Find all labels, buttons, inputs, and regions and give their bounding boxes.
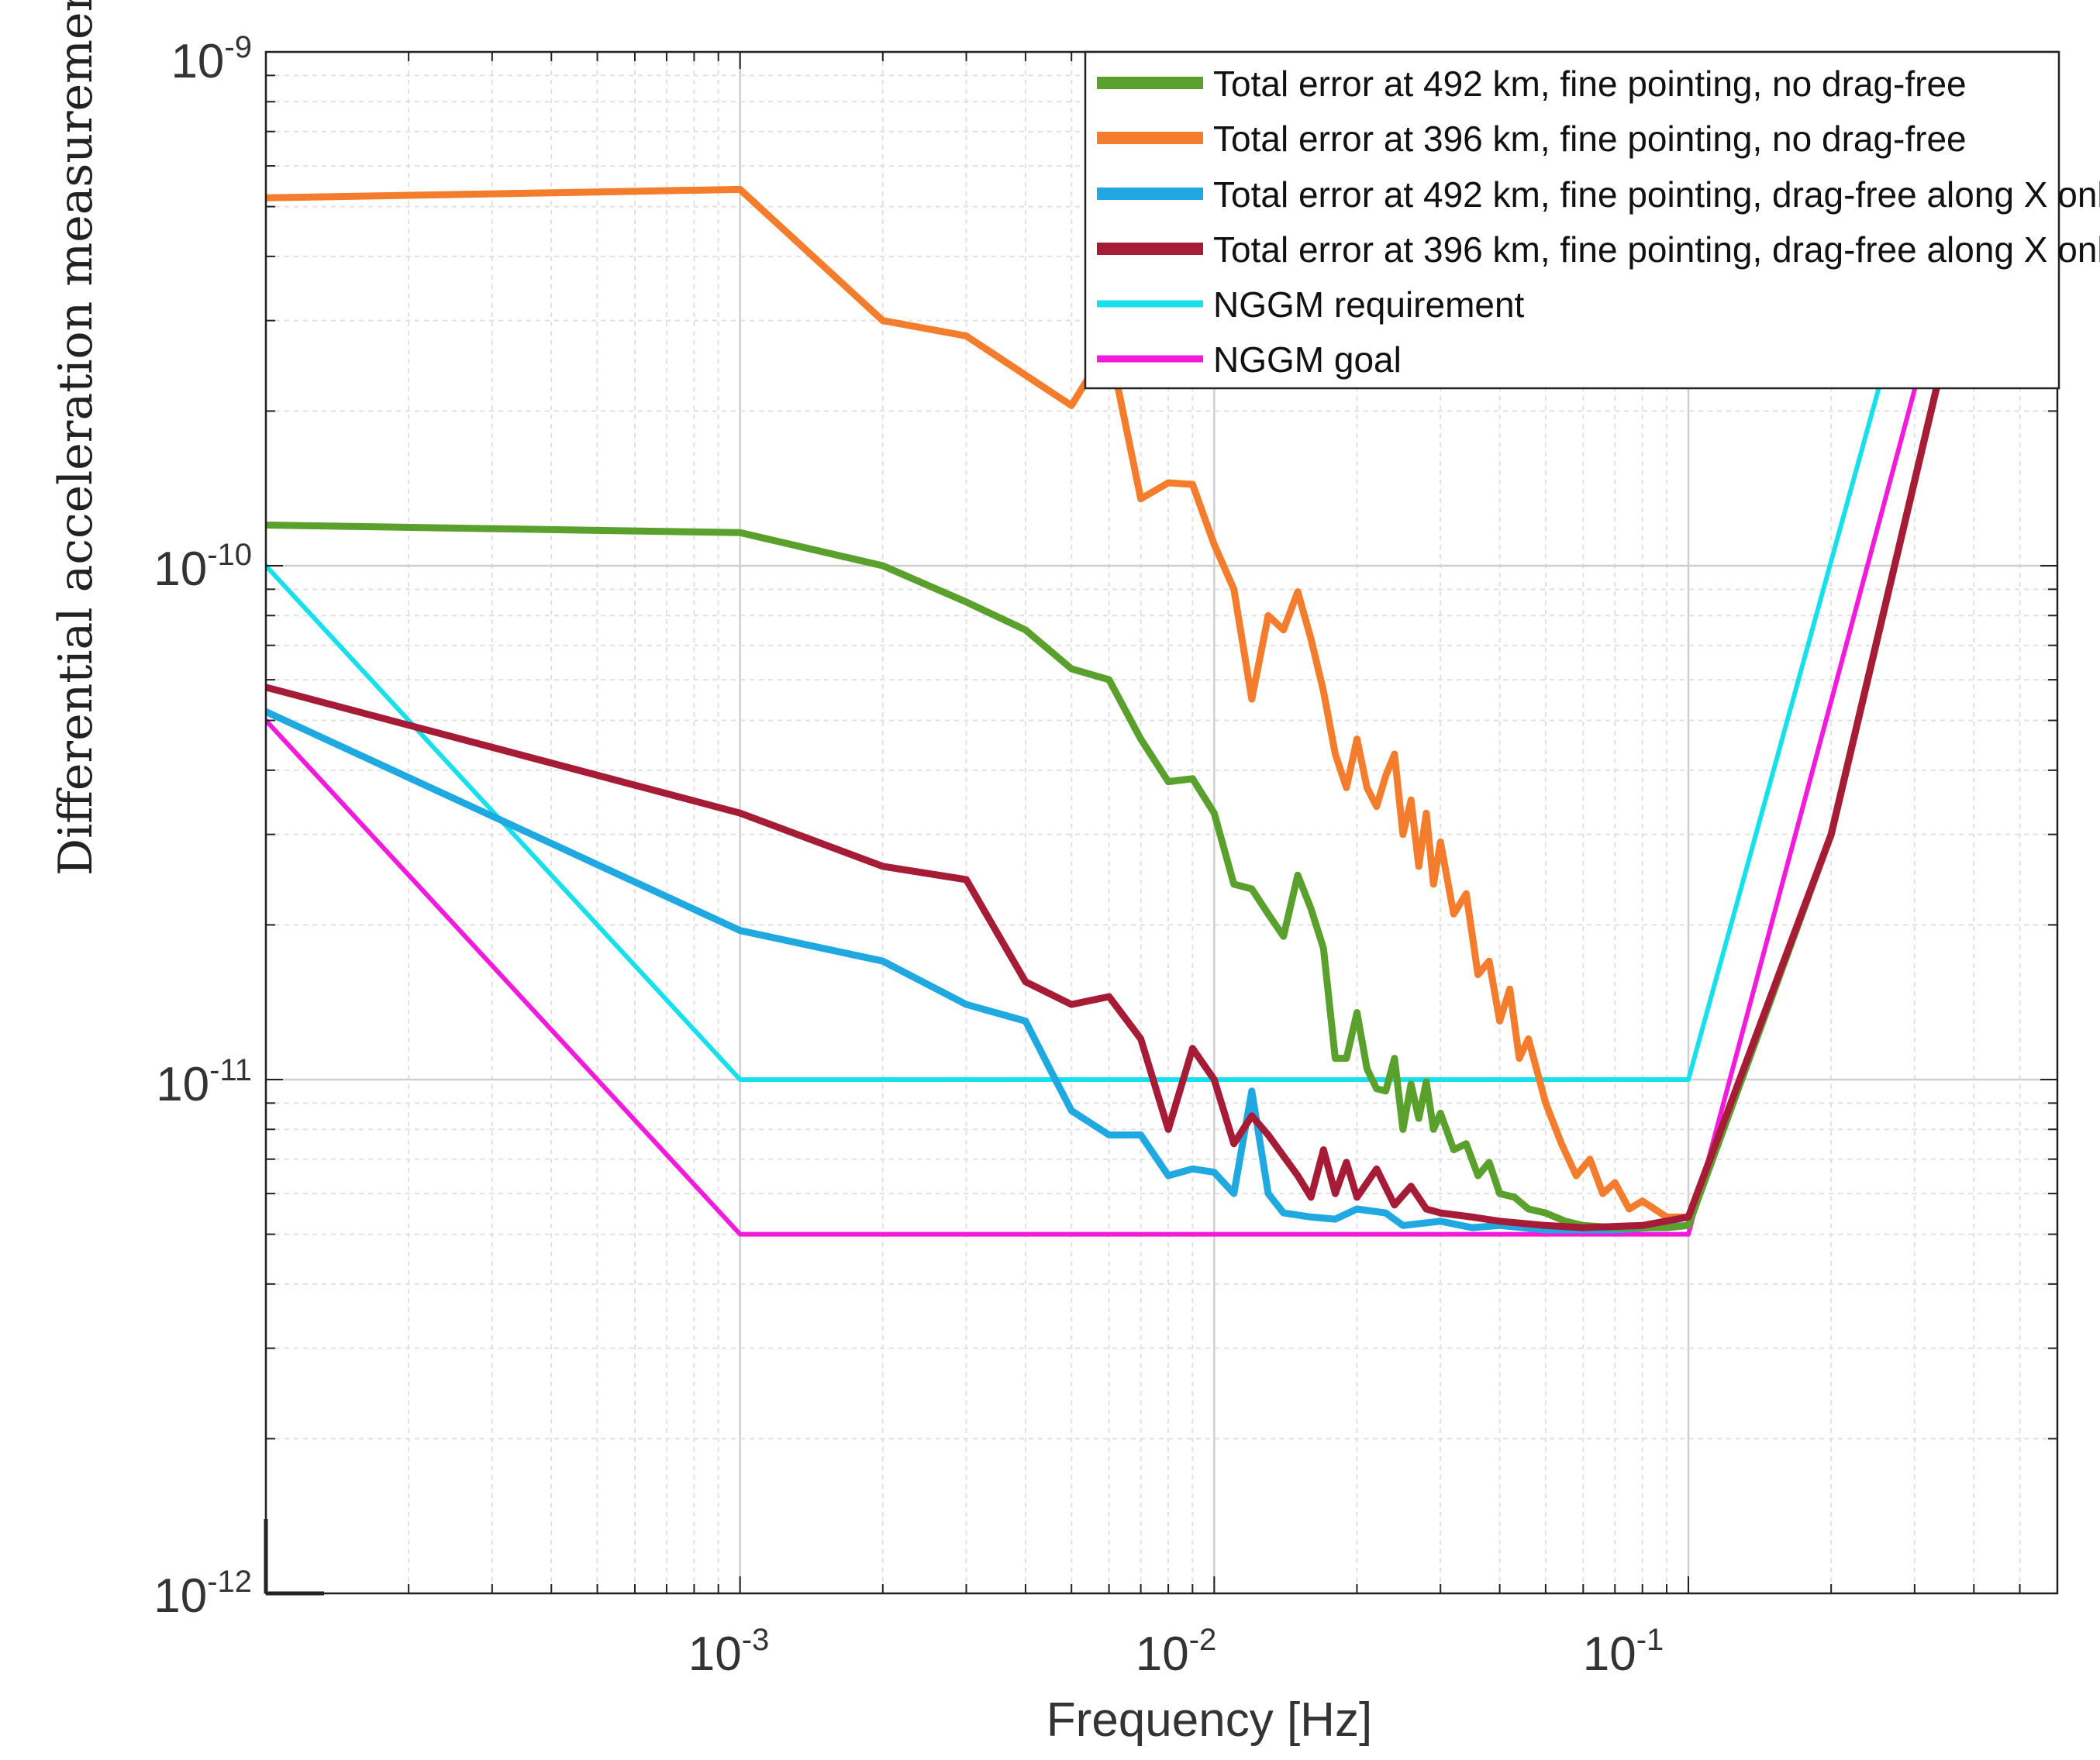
- series-line-1: [266, 52, 2020, 1221]
- y-tick-label-1e-9: 10-9: [171, 30, 252, 88]
- legend-label-2: Total error at 492 km, fine pointing, dr…: [1213, 174, 2100, 215]
- x-tick-label-1e-3: 10-3: [688, 1623, 770, 1681]
- y-axis-label: Differential acceleration measurement er…: [49, 0, 103, 876]
- series-line-2: [266, 52, 2020, 1234]
- legend-label-5: NGGM goal: [1213, 339, 1402, 380]
- x-axis-label: Frequency [Hz]: [1047, 1693, 1372, 1747]
- series-layer: [266, 52, 2020, 1237]
- legend-label-3: Total error at 396 km, fine pointing, dr…: [1213, 229, 2100, 270]
- x-tick-label-1e-2: 10-2: [1136, 1623, 1217, 1681]
- legend-label-0: Total error at 492 km, fine pointing, no…: [1213, 64, 1967, 104]
- x-tick-label-1e-1: 10-1: [1583, 1623, 1664, 1681]
- series-line-5: [266, 52, 2008, 1237]
- y-tick-label-1e-12: 10-12: [153, 1565, 252, 1623]
- legend-label-4: NGGM requirement: [1213, 284, 1525, 325]
- y-axis-label-group: Differential acceleration measurement er…: [49, 0, 103, 876]
- y-tick-label-1e-10: 10-10: [153, 538, 252, 596]
- series-line-0: [266, 52, 2020, 1231]
- series-line-3: [266, 52, 2020, 1231]
- legend-box: [1084, 50, 2060, 390]
- legend-label-1: Total error at 396 km, fine pointing, no…: [1213, 119, 1967, 159]
- legend: Total error at 492 km, fine pointing, no…: [1084, 50, 2100, 390]
- y-tick-label-1e-11: 10-11: [156, 1053, 252, 1111]
